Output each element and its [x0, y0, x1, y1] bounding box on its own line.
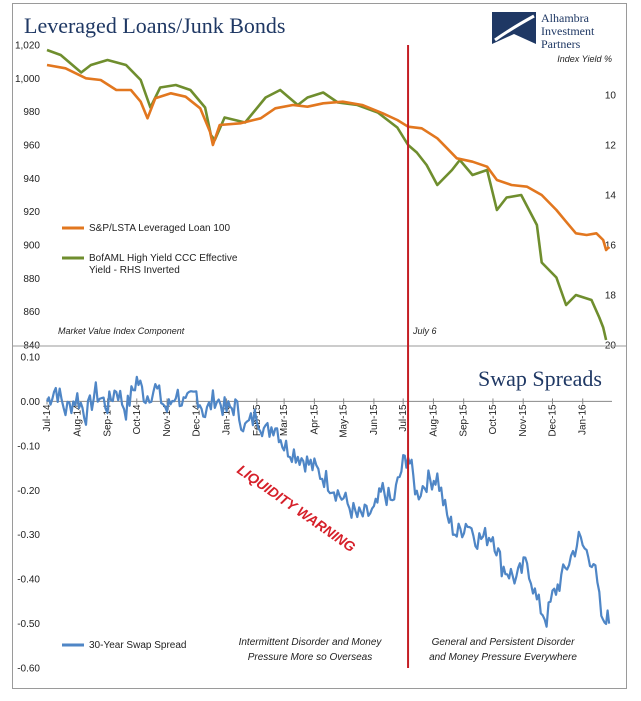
top-right-tick-label: 10	[605, 91, 617, 102]
top-right-tick-label: 18	[605, 291, 617, 302]
x-tick-label: Oct-14	[132, 404, 143, 434]
bottom-left-tick-label: -0.20	[17, 486, 40, 497]
x-tick-label: Jan-15	[222, 404, 233, 435]
x-tick-label: Sep-14	[103, 404, 114, 437]
x-tick-label: Nov-14	[162, 404, 173, 437]
bottom-left-tick-label: -0.40	[17, 575, 40, 586]
top-legend: S&P/LSTA Leveraged Loan 100 BofAML High …	[62, 223, 238, 276]
top-series-group	[46, 48, 611, 341]
top-footnote: Market Value Index Component	[58, 326, 185, 336]
series-line-leveraged-loan-100	[46, 63, 611, 252]
bottom-left-axis: 0.10 0.00 -0.10 -0.20 -0.30 -0.40 -0.50 -0.60	[17, 353, 40, 675]
top-left-tick-label: 900	[23, 241, 40, 252]
x-tick-label: Sep-15	[459, 404, 470, 437]
bottom-legend: 30-Year Swap Spread	[62, 640, 186, 651]
bottom-series-group	[45, 375, 611, 628]
bottom-left-tick-label: -0.30	[17, 530, 40, 541]
liquidity-warning: LIQUIDITY WARNING	[234, 461, 358, 555]
x-tick-label: Aug-15	[428, 404, 439, 437]
x-tick-label: Dec-15	[547, 404, 558, 437]
marker-label: July 6	[412, 326, 437, 336]
top-left-tick-label: 920	[23, 207, 40, 218]
top-right-tick-label: 12	[605, 141, 617, 152]
top-left-tick-label: 880	[23, 274, 40, 285]
x-tick-label: Jun-15	[369, 404, 380, 435]
x-tick-label: Jul-15	[398, 404, 409, 432]
x-tick-label: Dec-14	[191, 404, 202, 437]
logo-line1: Alhambra	[541, 11, 590, 25]
series-line-30yr-swap-spread	[45, 375, 611, 628]
legend-label-loan: S&P/LSTA Leveraged Loan 100	[89, 223, 230, 234]
top-left-tick-label: 940	[23, 174, 40, 185]
top-left-tick-label: 1,000	[15, 74, 40, 85]
top-left-tick-label: 1,020	[15, 41, 40, 52]
series-line-hy-ccc-yield	[46, 48, 608, 341]
logo-line3: Partners	[541, 37, 581, 51]
top-right-tick-label: 14	[605, 191, 617, 202]
chart-frame	[12, 3, 627, 689]
x-tick-label: Aug-14	[72, 404, 83, 437]
note-right-line2: and Money Pressure Everywhere	[429, 652, 577, 663]
rhs-axis-label: Index Yield %	[557, 54, 612, 64]
x-tick-label: Oct-15	[488, 404, 499, 434]
legend-label-swap: 30-Year Swap Spread	[89, 640, 186, 651]
x-tick-label: Nov-15	[518, 404, 529, 437]
top-left-tick-label: 980	[23, 107, 40, 118]
note-right-line1: General and Persistent Disorder	[432, 637, 576, 648]
x-tick-label: May-15	[339, 404, 350, 438]
top-chart-title: Leveraged Loans/Junk Bonds	[24, 13, 286, 38]
bottom-left-tick-label: -0.10	[17, 441, 40, 452]
top-left-tick-label: 960	[23, 141, 40, 152]
logo: Alhambra Investment Partners	[492, 11, 595, 51]
logo-swoosh	[494, 14, 535, 42]
top-right-tick-label: 16	[605, 241, 617, 252]
bottom-chart-title: Swap Spreads	[478, 366, 602, 391]
bottom-left-tick-label: -0.60	[17, 664, 40, 675]
x-tick-label: Mar-15	[279, 404, 290, 436]
bottom-x-axis: Jul-14 Aug-14 Sep-14 Oct-14 Nov-14 Dec-14 Jan-…	[42, 398, 589, 438]
x-tick-label: Apr-15	[309, 404, 320, 434]
bottom-left-tick-label: 0.10	[21, 353, 41, 364]
bottom-left-tick-label: -0.50	[17, 619, 40, 630]
note-left-line1: Intermittent Disorder and Money	[239, 637, 383, 648]
x-tick-label: Jul-14	[42, 404, 53, 432]
x-tick-label: Jan-16	[578, 404, 589, 435]
bottom-left-tick-label: 0.00	[21, 397, 41, 408]
legend-label-hy-line1: BofAML High Yield CCC Effective	[89, 253, 238, 264]
logo-line2: Investment	[541, 24, 595, 38]
note-left-line2: Pressure More so Overseas	[248, 652, 373, 663]
top-left-tick-label: 860	[23, 307, 40, 318]
legend-label-hy-line2: Yield - RHS Inverted	[89, 265, 180, 276]
